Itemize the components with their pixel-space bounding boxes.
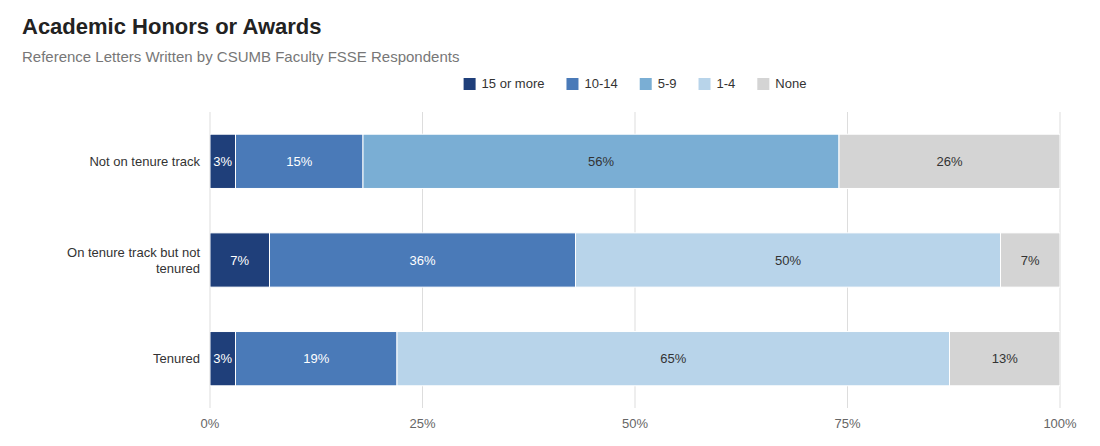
legend-item: 5-9	[640, 76, 677, 91]
data-label: 26%	[936, 154, 962, 169]
bar-segment	[1001, 233, 1061, 287]
legend-label: 10-14	[584, 76, 617, 91]
bar-segment	[576, 233, 1001, 287]
legend-label: 1-4	[717, 76, 736, 91]
legend-item: 1-4	[699, 76, 736, 91]
chart: Academic Honors or Awards Reference Lette…	[0, 0, 1100, 446]
bar-segment	[839, 134, 1060, 188]
y-tick-label: Tenured	[153, 351, 200, 366]
bar-segment	[210, 233, 270, 287]
legend-swatch	[699, 78, 711, 90]
bars	[210, 134, 1060, 386]
bar-segment	[950, 332, 1061, 386]
y-tick-label-line: tenured	[156, 261, 200, 276]
bar-segment	[270, 233, 576, 287]
subtitle: Reference Letters Written by CSUMB Facul…	[22, 48, 459, 65]
data-label: 3%	[213, 154, 232, 169]
y-tick-label-line: Tenured	[153, 351, 200, 366]
bar-segment	[210, 134, 236, 188]
x-tick-label: 75%	[834, 416, 860, 431]
x-tick-label: 50%	[622, 416, 648, 431]
grid	[210, 112, 1060, 408]
data-label: 65%	[660, 351, 686, 366]
y-axis: Not on tenure track On tenure track but n…	[67, 154, 200, 366]
legend-item: 10-14	[566, 76, 617, 91]
data-label: 19%	[303, 351, 329, 366]
data-label: 3%	[213, 351, 232, 366]
data-label: 36%	[409, 253, 435, 268]
legend: 15 or more 10-14 5-9 1-4 None	[464, 76, 807, 91]
bar-segment	[210, 332, 236, 386]
legend-label: None	[775, 76, 806, 91]
bar-segment	[397, 332, 950, 386]
legend-swatch	[566, 78, 578, 90]
y-tick-label: Not on tenure track	[89, 154, 200, 169]
data-label: 56%	[588, 154, 614, 169]
legend-swatch	[640, 78, 652, 90]
legend-item: 15 or more	[464, 76, 545, 91]
data-label: 15%	[286, 154, 312, 169]
bar-segment	[236, 134, 364, 188]
legend-swatch	[757, 78, 769, 90]
x-tick-label: 100%	[1043, 416, 1077, 431]
legend-label: 15 or more	[482, 76, 545, 91]
legend-swatch	[464, 78, 476, 90]
y-tick-label-line: On tenure track but not	[67, 245, 200, 260]
x-tick-label: 0%	[201, 416, 220, 431]
data-label: 7%	[1021, 253, 1040, 268]
bar-segment	[236, 332, 398, 386]
data-label: 13%	[992, 351, 1018, 366]
bar-segment	[363, 134, 839, 188]
data-labels: 3% 15% 56% 26% 7% 36% 50% 7% 3% 19% 65% 13%	[213, 154, 1040, 366]
x-tick-label: 25%	[409, 416, 435, 431]
y-tick-label: On tenure track but nottenured	[67, 245, 200, 276]
legend-item: None	[757, 76, 806, 91]
title: Academic Honors or Awards	[22, 14, 322, 39]
y-tick-label-line: Not on tenure track	[89, 154, 200, 169]
legend-label: 5-9	[658, 76, 677, 91]
data-label: 50%	[775, 253, 801, 268]
data-label: 7%	[230, 253, 249, 268]
page: {"chart_data": { "type": "bar", "orienta…	[0, 0, 1100, 446]
